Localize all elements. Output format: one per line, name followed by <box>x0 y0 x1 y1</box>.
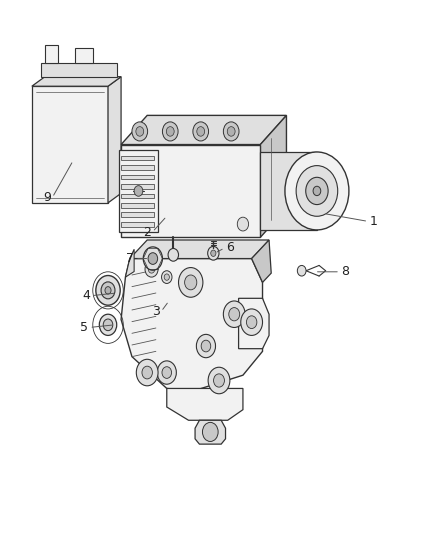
Circle shape <box>306 177 328 205</box>
Circle shape <box>105 287 111 294</box>
Polygon shape <box>121 115 286 144</box>
Polygon shape <box>125 249 134 277</box>
Polygon shape <box>121 203 154 208</box>
Text: 8: 8 <box>341 265 349 278</box>
Circle shape <box>223 122 239 141</box>
Circle shape <box>142 366 152 379</box>
Text: 7: 7 <box>126 252 134 265</box>
Circle shape <box>197 127 205 136</box>
Text: 3: 3 <box>152 305 160 318</box>
Circle shape <box>168 248 179 261</box>
Polygon shape <box>195 420 226 444</box>
Circle shape <box>103 319 113 330</box>
Polygon shape <box>252 240 271 282</box>
Circle shape <box>179 268 203 297</box>
Circle shape <box>193 122 208 141</box>
Circle shape <box>223 301 245 327</box>
Circle shape <box>133 217 144 231</box>
Polygon shape <box>108 77 121 203</box>
Polygon shape <box>121 165 154 170</box>
Circle shape <box>162 271 172 284</box>
Circle shape <box>208 367 230 394</box>
Circle shape <box>202 422 218 441</box>
Polygon shape <box>121 156 154 160</box>
Circle shape <box>313 186 321 196</box>
Circle shape <box>136 359 158 386</box>
Circle shape <box>99 314 117 335</box>
Circle shape <box>162 122 178 141</box>
Text: 1: 1 <box>370 215 378 228</box>
Circle shape <box>148 253 158 264</box>
Polygon shape <box>167 389 243 420</box>
Circle shape <box>214 374 224 387</box>
Text: 6: 6 <box>226 241 234 254</box>
Circle shape <box>134 185 143 196</box>
Circle shape <box>229 308 240 321</box>
Polygon shape <box>260 152 317 230</box>
Polygon shape <box>121 184 154 189</box>
Polygon shape <box>121 222 154 227</box>
Circle shape <box>145 261 158 277</box>
Circle shape <box>297 265 306 276</box>
Circle shape <box>148 265 155 273</box>
Polygon shape <box>260 115 286 237</box>
Circle shape <box>211 250 216 256</box>
Circle shape <box>143 247 162 270</box>
Polygon shape <box>119 150 158 232</box>
Circle shape <box>96 276 120 305</box>
Polygon shape <box>32 77 121 86</box>
Circle shape <box>157 361 177 384</box>
Text: 2: 2 <box>143 225 151 239</box>
Circle shape <box>208 246 219 260</box>
Polygon shape <box>41 63 117 77</box>
Circle shape <box>227 127 235 136</box>
Polygon shape <box>121 144 260 237</box>
Circle shape <box>285 152 349 230</box>
Circle shape <box>247 316 257 328</box>
Circle shape <box>166 127 174 136</box>
Polygon shape <box>32 86 108 203</box>
Circle shape <box>101 282 115 299</box>
Circle shape <box>136 127 144 136</box>
Polygon shape <box>121 213 154 217</box>
Polygon shape <box>75 47 93 63</box>
Text: 9: 9 <box>43 191 51 204</box>
Polygon shape <box>130 240 269 259</box>
Circle shape <box>296 166 338 216</box>
Circle shape <box>133 151 144 165</box>
Polygon shape <box>121 193 154 198</box>
Circle shape <box>162 367 172 378</box>
Text: 5: 5 <box>80 321 88 334</box>
Polygon shape <box>121 175 154 180</box>
Polygon shape <box>45 45 58 63</box>
Polygon shape <box>121 259 262 391</box>
Circle shape <box>237 217 249 231</box>
Text: 4: 4 <box>82 289 90 302</box>
Circle shape <box>201 340 211 352</box>
Circle shape <box>196 334 215 358</box>
Circle shape <box>241 309 262 335</box>
Circle shape <box>185 275 197 290</box>
Circle shape <box>164 274 170 280</box>
Circle shape <box>132 122 148 141</box>
Polygon shape <box>239 298 269 349</box>
